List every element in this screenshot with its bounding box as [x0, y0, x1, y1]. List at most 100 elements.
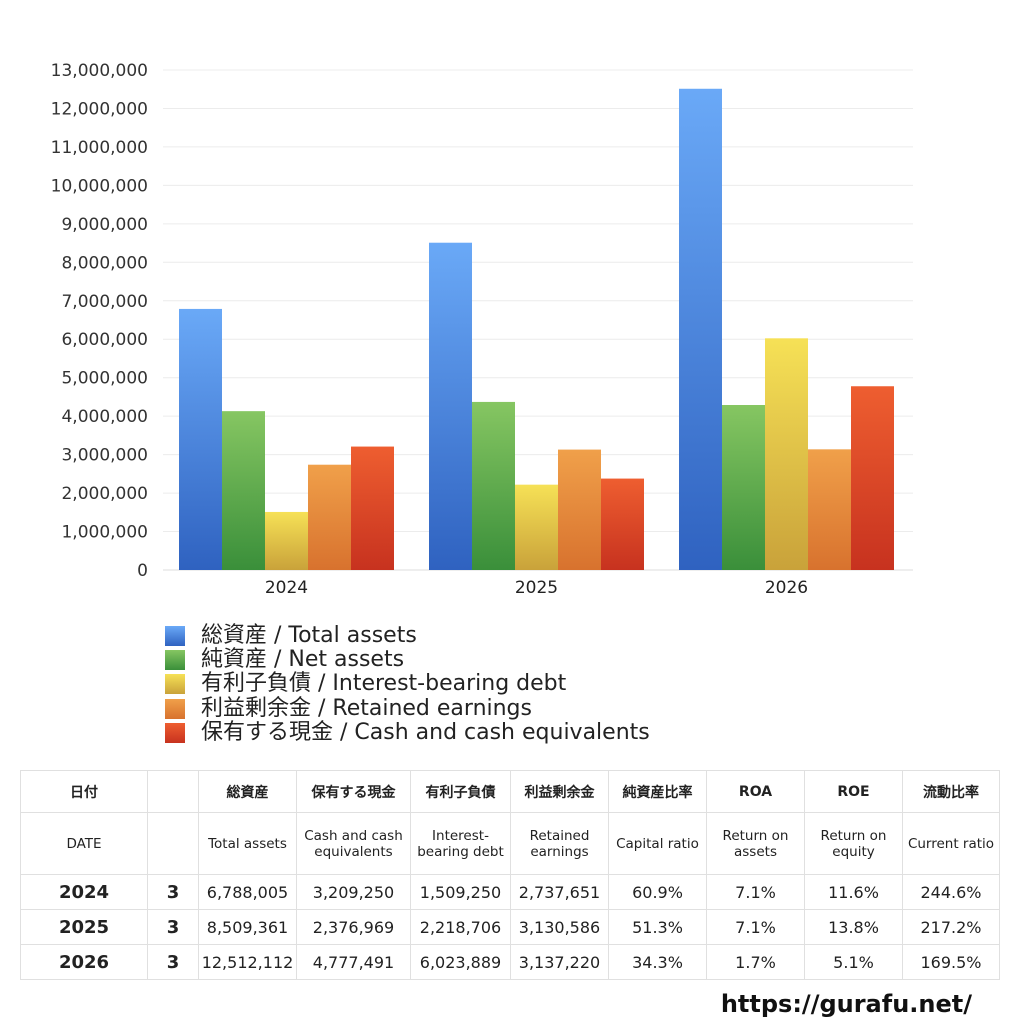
y-axis-ticks: 0 1,000,000 2,000,000 3,000,000 4,000,000 5,0…	[51, 61, 148, 581]
legend-label: 純資産 / Net assets	[201, 647, 405, 673]
legend-item: 利益剰余金 / Retained earnings	[165, 695, 650, 721]
table-cell: 34.3%	[608, 944, 707, 980]
table-cell: 総資産	[198, 770, 297, 813]
table-row: 2025 3 8,509,361 2,376,969 2,218,706 3,130,58…	[20, 909, 1000, 945]
table-cell: 3	[147, 874, 199, 910]
legend-label: 利益剰余金 / Retained earnings	[201, 695, 532, 721]
chart-grid	[163, 69, 913, 571]
table-cell: 2,737,651	[510, 874, 609, 910]
bar-2025-series-4	[601, 478, 644, 570]
table-cell: 2026	[20, 944, 148, 980]
table-cell: ROA	[706, 770, 805, 813]
y-tick-label: 9,000,000	[61, 215, 148, 235]
y-tick-label: 1,000,000	[61, 523, 148, 543]
y-tick-label: 5,000,000	[61, 369, 148, 389]
table-cell	[147, 770, 199, 813]
table-cell: 純資産比率	[608, 770, 707, 813]
legend-swatch	[165, 698, 185, 719]
table-cell: 8,509,361	[198, 909, 297, 945]
table-cell: Current ratio	[902, 812, 1000, 875]
bar-2026-series-2	[765, 338, 808, 570]
y-tick-label: 11,000,000	[51, 138, 148, 158]
table-cell: 6,023,889	[410, 944, 511, 980]
table-cell: 7.1%	[706, 909, 805, 945]
bar-2026-series-0	[679, 88, 722, 570]
table-cell: 3,130,586	[510, 909, 609, 945]
x-tick-label: 2024	[265, 578, 308, 598]
bar-2024-series-0	[179, 308, 222, 570]
y-tick-label: 12,000,000	[51, 99, 148, 119]
bar-2026-series-4	[851, 386, 894, 570]
table-cell: 217.2%	[902, 909, 1000, 945]
site-url[interactable]: https://gurafu.net/	[720, 990, 972, 1018]
table-cell: 6,788,005	[198, 874, 297, 910]
table-cell: 1.7%	[706, 944, 805, 980]
legend-label: 保有する現金 / Cash and cash equivalents	[201, 719, 650, 745]
table-cell: 2,376,969	[296, 909, 411, 945]
y-tick-label: 13,000,000	[51, 61, 148, 81]
table-cell: Interest-bearing debt	[410, 812, 511, 875]
chart-legend: 総資産 / Total assets 純資産 / Net assets 有利子負債 …	[165, 624, 650, 745]
legend-item: 純資産 / Net assets	[165, 648, 650, 672]
table-cell: 4,777,491	[296, 944, 411, 980]
bar-2026-series-3	[808, 449, 851, 570]
table-cell: 3,209,250	[296, 874, 411, 910]
table-cell: 2,218,706	[410, 909, 511, 945]
table-cell: 169.5%	[902, 944, 1000, 980]
bar-2025-series-0	[429, 242, 472, 570]
table-cell	[147, 812, 199, 875]
table-cell: Capital ratio	[608, 812, 707, 875]
table-cell: 3,137,220	[510, 944, 609, 980]
legend-item: 保有する現金 / Cash and cash equivalents	[165, 719, 650, 745]
y-tick-label: 10,000,000	[51, 176, 148, 196]
table-cell: DATE	[20, 812, 148, 875]
table-cell: 3	[147, 944, 199, 980]
table-cell: ROE	[804, 770, 903, 813]
legend-swatch	[165, 674, 185, 695]
table-cell: 51.3%	[608, 909, 707, 945]
y-tick-label: 7,000,000	[61, 292, 148, 312]
bar-2025-series-1	[472, 401, 515, 570]
table-row: 2024 3 6,788,005 3,209,250 1,509,250 2,737,65…	[20, 874, 1000, 910]
table-cell: 5.1%	[804, 944, 903, 980]
table-cell: 12,512,112	[198, 944, 297, 980]
financial-table: 日付 総資産 保有する現金 有利子負債 利益剰余金 純資産比率 ROA ROE 流動比率 DATE…	[20, 770, 1000, 980]
legend-swatch	[165, 626, 185, 647]
table-cell: 有利子負債	[410, 770, 511, 813]
bar-2024-series-3	[308, 464, 351, 570]
table-cell: 流動比率	[902, 770, 1000, 813]
y-tick-label: 3,000,000	[61, 446, 148, 466]
bar-2024-series-1	[222, 411, 265, 570]
bar-2026-series-1	[722, 405, 765, 570]
y-tick-label: 0	[137, 561, 148, 581]
table-cell: 利益剰余金	[510, 770, 609, 813]
table-cell: 11.6%	[804, 874, 903, 910]
y-tick-label: 2,000,000	[61, 484, 148, 504]
bar-2025-series-2	[515, 484, 558, 570]
legend-label: 総資産 / Total assets	[201, 623, 417, 649]
table-cell: 244.6%	[902, 874, 1000, 910]
table-cell: Cash and cash equivalents	[296, 812, 411, 875]
legend-swatch	[165, 650, 185, 671]
table-row: 2026 3 12,512,112 4,777,491 6,023,889 3,137,2…	[20, 944, 1000, 980]
legend-item: 有利子負債 / Interest-bearing debt	[165, 672, 650, 696]
table-cell: 3	[147, 909, 199, 945]
table-cell: 60.9%	[608, 874, 707, 910]
table-cell: Return on equity	[804, 812, 903, 875]
y-tick-label: 4,000,000	[61, 407, 148, 427]
x-tick-label: 2026	[765, 578, 808, 598]
legend-swatch	[165, 722, 185, 743]
y-tick-label: 6,000,000	[61, 330, 148, 350]
chart-bars	[179, 88, 894, 570]
table-header-en: DATE Total assets Cash and cash equivalent…	[20, 812, 1000, 875]
table-cell: 2025	[20, 909, 148, 945]
x-tick-label: 2025	[515, 578, 558, 598]
table-cell: Retained earnings	[510, 812, 609, 875]
table-cell: 13.8%	[804, 909, 903, 945]
table-cell: 7.1%	[706, 874, 805, 910]
table-cell: 2024	[20, 874, 148, 910]
table-cell: 保有する現金	[296, 770, 411, 813]
table-cell: Total assets	[198, 812, 297, 875]
bar-2024-series-2	[265, 511, 308, 570]
y-tick-label: 8,000,000	[61, 253, 148, 273]
